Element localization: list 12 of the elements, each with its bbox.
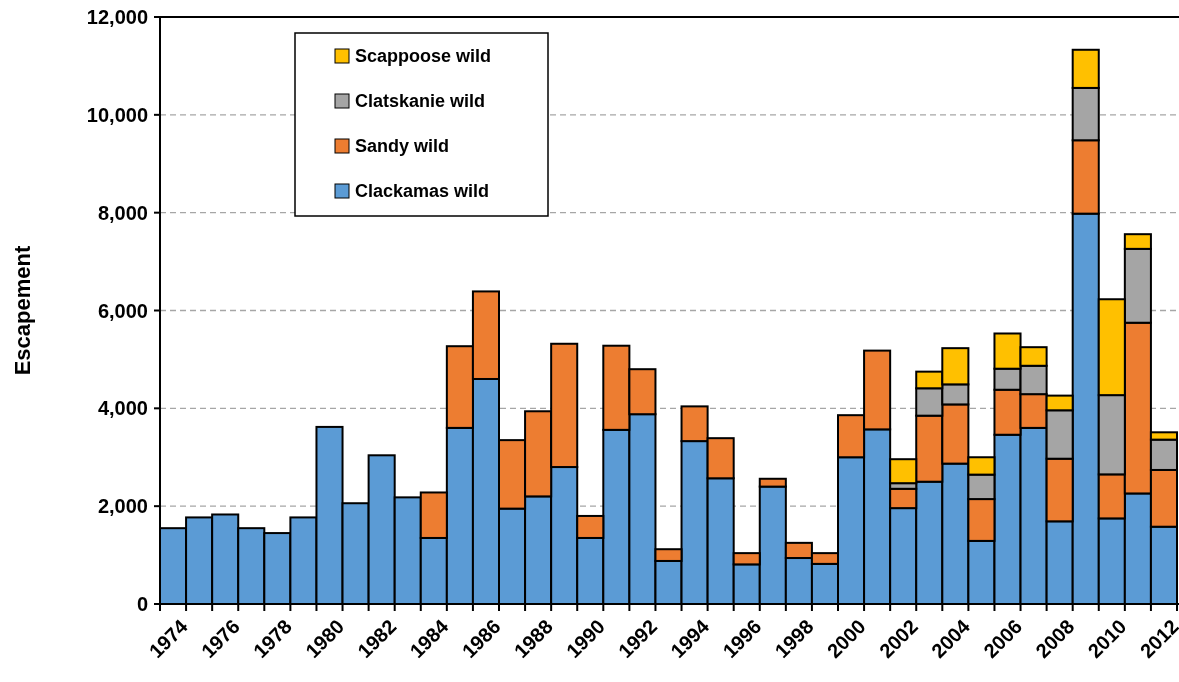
y-tick-label: 0 bbox=[136, 593, 148, 615]
legend-label: Scappoose wild bbox=[355, 46, 492, 67]
y-axis-title: Escapement bbox=[10, 245, 35, 376]
y-tick-label: 6,000 bbox=[97, 299, 148, 322]
y-tick-label: 8,000 bbox=[97, 201, 148, 224]
y-tick-label: 12,000 bbox=[86, 6, 148, 28]
y-tick-label: 4,000 bbox=[97, 397, 148, 420]
y-tick-label: 10,000 bbox=[86, 103, 148, 126]
y-tick-label: 2,000 bbox=[97, 495, 148, 518]
legend-label: Clackamas wild bbox=[355, 181, 490, 202]
legend-label: Sandy wild bbox=[355, 136, 450, 157]
legend-label: Clatskanie wild bbox=[355, 91, 486, 112]
